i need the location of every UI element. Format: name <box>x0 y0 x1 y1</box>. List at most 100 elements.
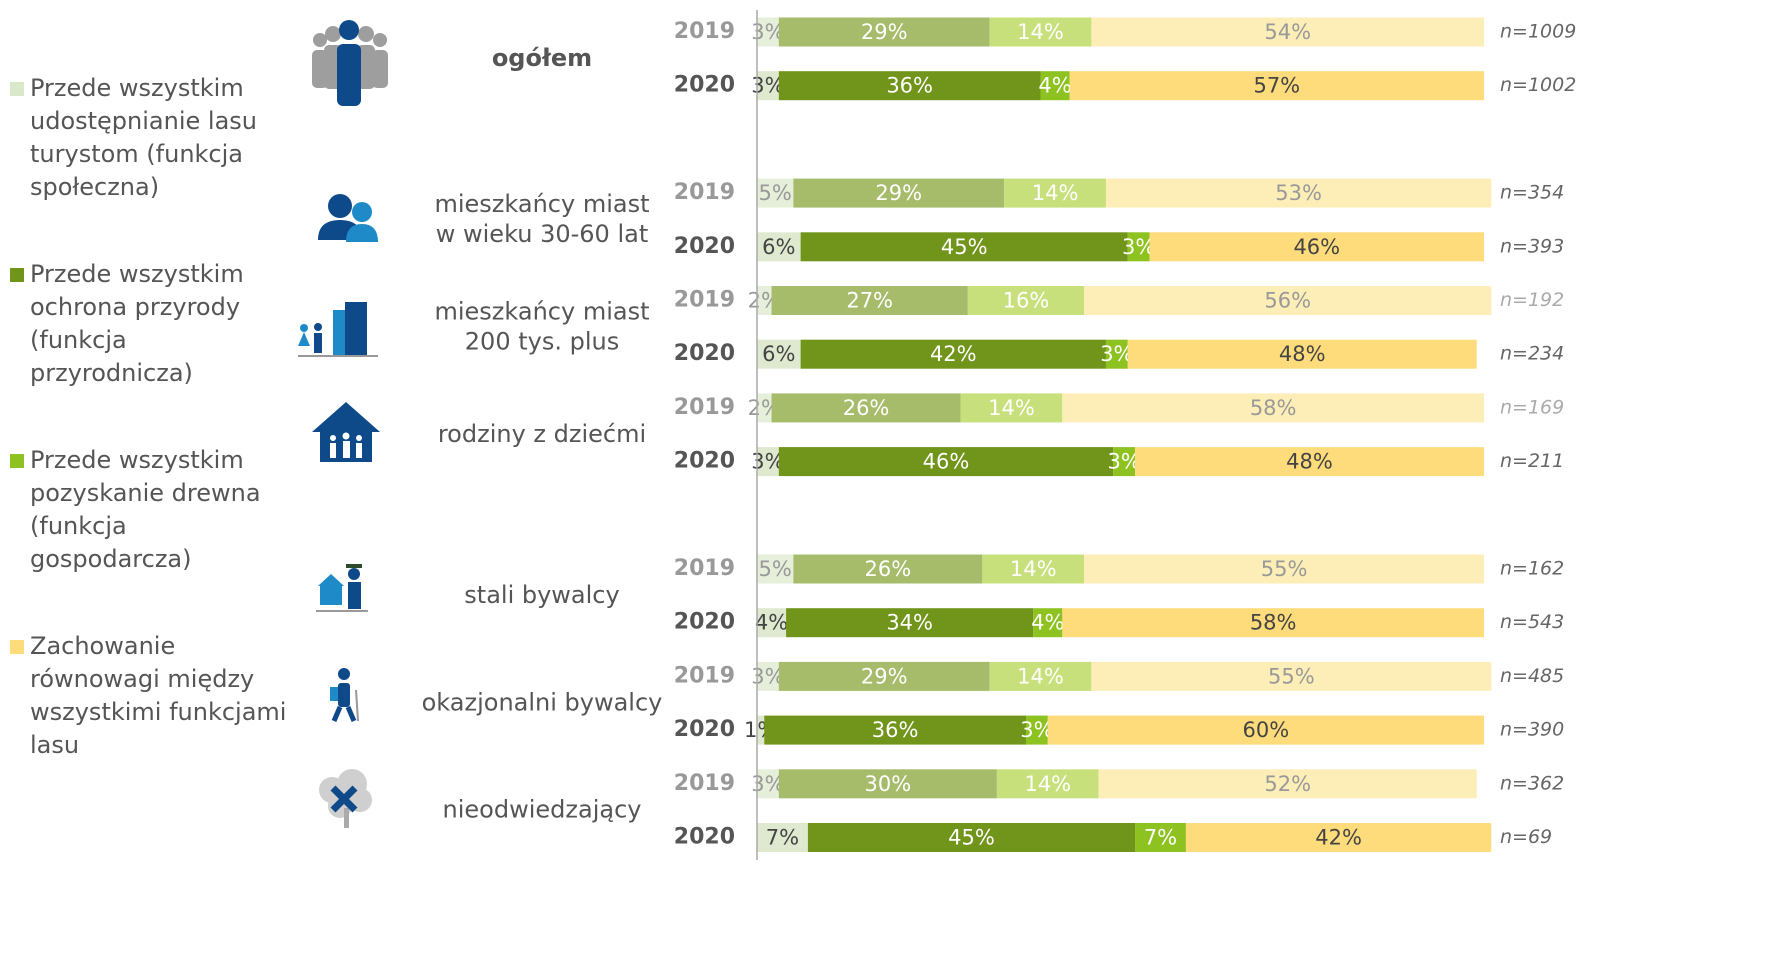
bar-segment <box>800 339 1106 369</box>
group-label: mieszkańcy miast <box>434 190 649 218</box>
value-label: 4% <box>755 611 788 635</box>
bar-segment <box>757 715 765 745</box>
group-label: 200 tys. plus <box>465 327 619 355</box>
value-label: 14% <box>1017 664 1064 688</box>
value-label: 26% <box>865 557 912 581</box>
bar-segment <box>1047 715 1484 745</box>
n-label: n=169 <box>1500 396 1564 418</box>
legend-item: Przede wszystkim udostępnianie lasu tury… <box>10 72 290 204</box>
bar-segment <box>1084 286 1492 315</box>
legend-swatch <box>10 640 24 654</box>
value-label: 54% <box>1264 20 1311 44</box>
bar-segment <box>757 286 772 315</box>
group-label: mieszkańcy miast <box>434 297 649 325</box>
icon-hiker <box>330 668 359 722</box>
value-label: 14% <box>988 396 1035 420</box>
n-label: n=234 <box>1500 343 1564 365</box>
legend-item: Zachowanie równowagi między wszystkimi f… <box>10 630 290 762</box>
value-label: 5% <box>759 181 792 205</box>
bar-segment <box>982 554 1085 584</box>
year-label: 2020 <box>674 449 735 474</box>
value-label: 29% <box>875 181 922 205</box>
icon-regular <box>316 564 368 612</box>
value-label: 4% <box>1031 611 1064 635</box>
n-label: n=162 <box>1500 558 1564 580</box>
bar-segment <box>1127 339 1477 369</box>
value-label: 4% <box>1038 74 1071 98</box>
n-label: n=1002 <box>1500 74 1576 96</box>
bar-segment <box>757 178 794 208</box>
year-label: 2020 <box>674 825 735 850</box>
legend-label: Zachowanie równowagi między wszystkimi f… <box>30 632 287 759</box>
bar-segment <box>757 232 801 262</box>
bar-segment <box>1062 608 1484 638</box>
group-label: ogółem <box>492 44 592 72</box>
bar-segment <box>778 71 1041 101</box>
bar-segment <box>757 661 779 691</box>
n-label: n=1009 <box>1500 21 1576 43</box>
n-label: n=354 <box>1500 182 1564 204</box>
value-label: 36% <box>886 74 933 98</box>
value-label: 14% <box>1032 181 1079 205</box>
value-label: 45% <box>941 235 988 259</box>
year-label: 2020 <box>674 717 735 742</box>
bar-segment <box>771 393 961 423</box>
icon-no-visit <box>319 769 372 828</box>
year-label: 2020 <box>674 234 735 259</box>
bar-segment <box>1025 715 1048 745</box>
n-label: n=362 <box>1500 772 1564 794</box>
bar-segment <box>1135 823 1186 852</box>
value-label: 29% <box>861 664 908 688</box>
group-label: okazjonalni bywalcy <box>422 688 663 716</box>
legend-item: Przede wszystkim ochrona przyrody (funkc… <box>10 258 290 390</box>
value-label: 42% <box>930 342 977 366</box>
group-label: w wieku 30-60 lat <box>436 220 648 248</box>
n-label: n=192 <box>1500 289 1564 311</box>
value-label: 55% <box>1268 664 1315 688</box>
icon-people <box>318 194 378 242</box>
value-label: 56% <box>1264 289 1311 313</box>
bar-segment <box>1127 232 1150 262</box>
bar-segment <box>778 661 990 691</box>
n-label: n=211 <box>1500 450 1564 472</box>
value-label: 16% <box>1003 289 1050 313</box>
bar-segment <box>757 17 779 47</box>
bar-segment <box>764 715 1026 745</box>
bar-segment <box>757 393 772 423</box>
value-label: 52% <box>1264 772 1311 796</box>
value-label: 14% <box>1010 557 1057 581</box>
value-label: 29% <box>861 20 908 44</box>
bar-segment <box>1091 17 1484 47</box>
legend-item: Przede wszystkim pozyskanie drewna (funk… <box>10 444 290 576</box>
group-label: stali bywalcy <box>464 581 619 609</box>
bar-segment <box>757 608 787 638</box>
bar-segment <box>1062 393 1484 423</box>
bar-segment <box>967 286 1085 315</box>
n-label: n=393 <box>1500 235 1564 257</box>
group-label: rodziny z dziećmi <box>438 420 646 448</box>
bar-segment <box>1105 178 1492 208</box>
legend-swatch <box>10 454 24 468</box>
value-label: 7% <box>766 826 799 850</box>
bar-segment <box>996 769 1099 799</box>
bar-segment <box>1069 71 1484 101</box>
value-label: 27% <box>846 289 893 313</box>
bar-segment <box>807 823 1136 852</box>
value-label: 48% <box>1279 342 1326 366</box>
bar-segment <box>800 232 1128 262</box>
group-label: nieodwiedzający <box>443 796 642 824</box>
bar-segment <box>1135 447 1484 477</box>
bar-segment <box>778 769 997 799</box>
n-label: n=485 <box>1500 665 1564 687</box>
value-label: 42% <box>1315 826 1362 850</box>
bar-segment <box>757 554 794 584</box>
bar-segment <box>757 447 779 477</box>
value-label: 6% <box>762 235 795 259</box>
value-label: 26% <box>843 396 890 420</box>
value-label: 7% <box>1144 826 1177 850</box>
n-label: n=543 <box>1500 611 1564 633</box>
value-label: 58% <box>1250 396 1297 420</box>
bar-segment <box>793 178 1005 208</box>
year-label: 2020 <box>674 73 735 98</box>
